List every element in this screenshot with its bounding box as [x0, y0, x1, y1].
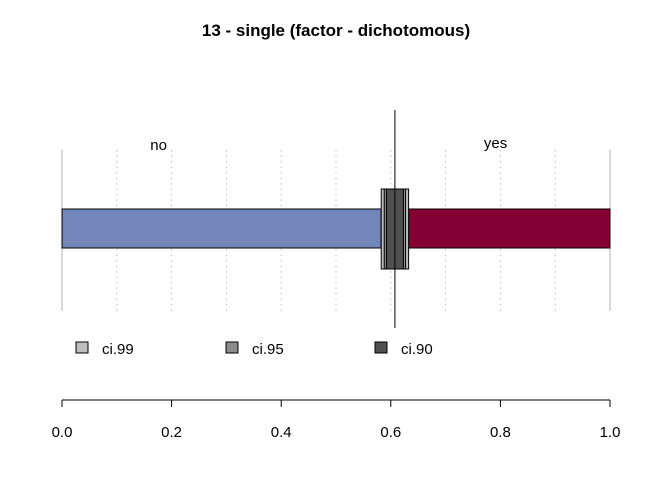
x-tick-label: 1.0	[600, 424, 621, 441]
x-tick-label: 0.4	[271, 424, 292, 441]
category-labels: no yes	[150, 135, 507, 154]
bar-segment-no	[61, 208, 382, 249]
category-label-no: no	[150, 137, 167, 154]
legend-label-ci-95: ci.95	[252, 341, 284, 358]
legend-swatch-ci-90	[374, 341, 388, 354]
x-tick-label: 0.0	[52, 424, 73, 441]
legend-label-ci-99: ci.99	[102, 341, 134, 358]
x-tick-label: 0.2	[161, 424, 182, 441]
legend-swatch-ci-95	[225, 341, 239, 354]
bar-segments	[61, 208, 611, 249]
x-tick-label: 0.6	[380, 424, 401, 441]
bar-segment-yes	[380, 208, 611, 249]
legend: ci.99 ci.95 ci.90	[75, 341, 433, 358]
legend-swatch-ci-99	[75, 341, 89, 354]
x-tick-label: 0.8	[490, 424, 511, 441]
legend-label-ci-90: ci.90	[401, 341, 433, 358]
chart-title: 13 - single (factor - dichotomous)	[202, 21, 470, 40]
x-axis: 0.0 0.2 0.4 0.6 0.8 1.0	[52, 399, 621, 441]
category-label-yes: yes	[484, 135, 507, 152]
